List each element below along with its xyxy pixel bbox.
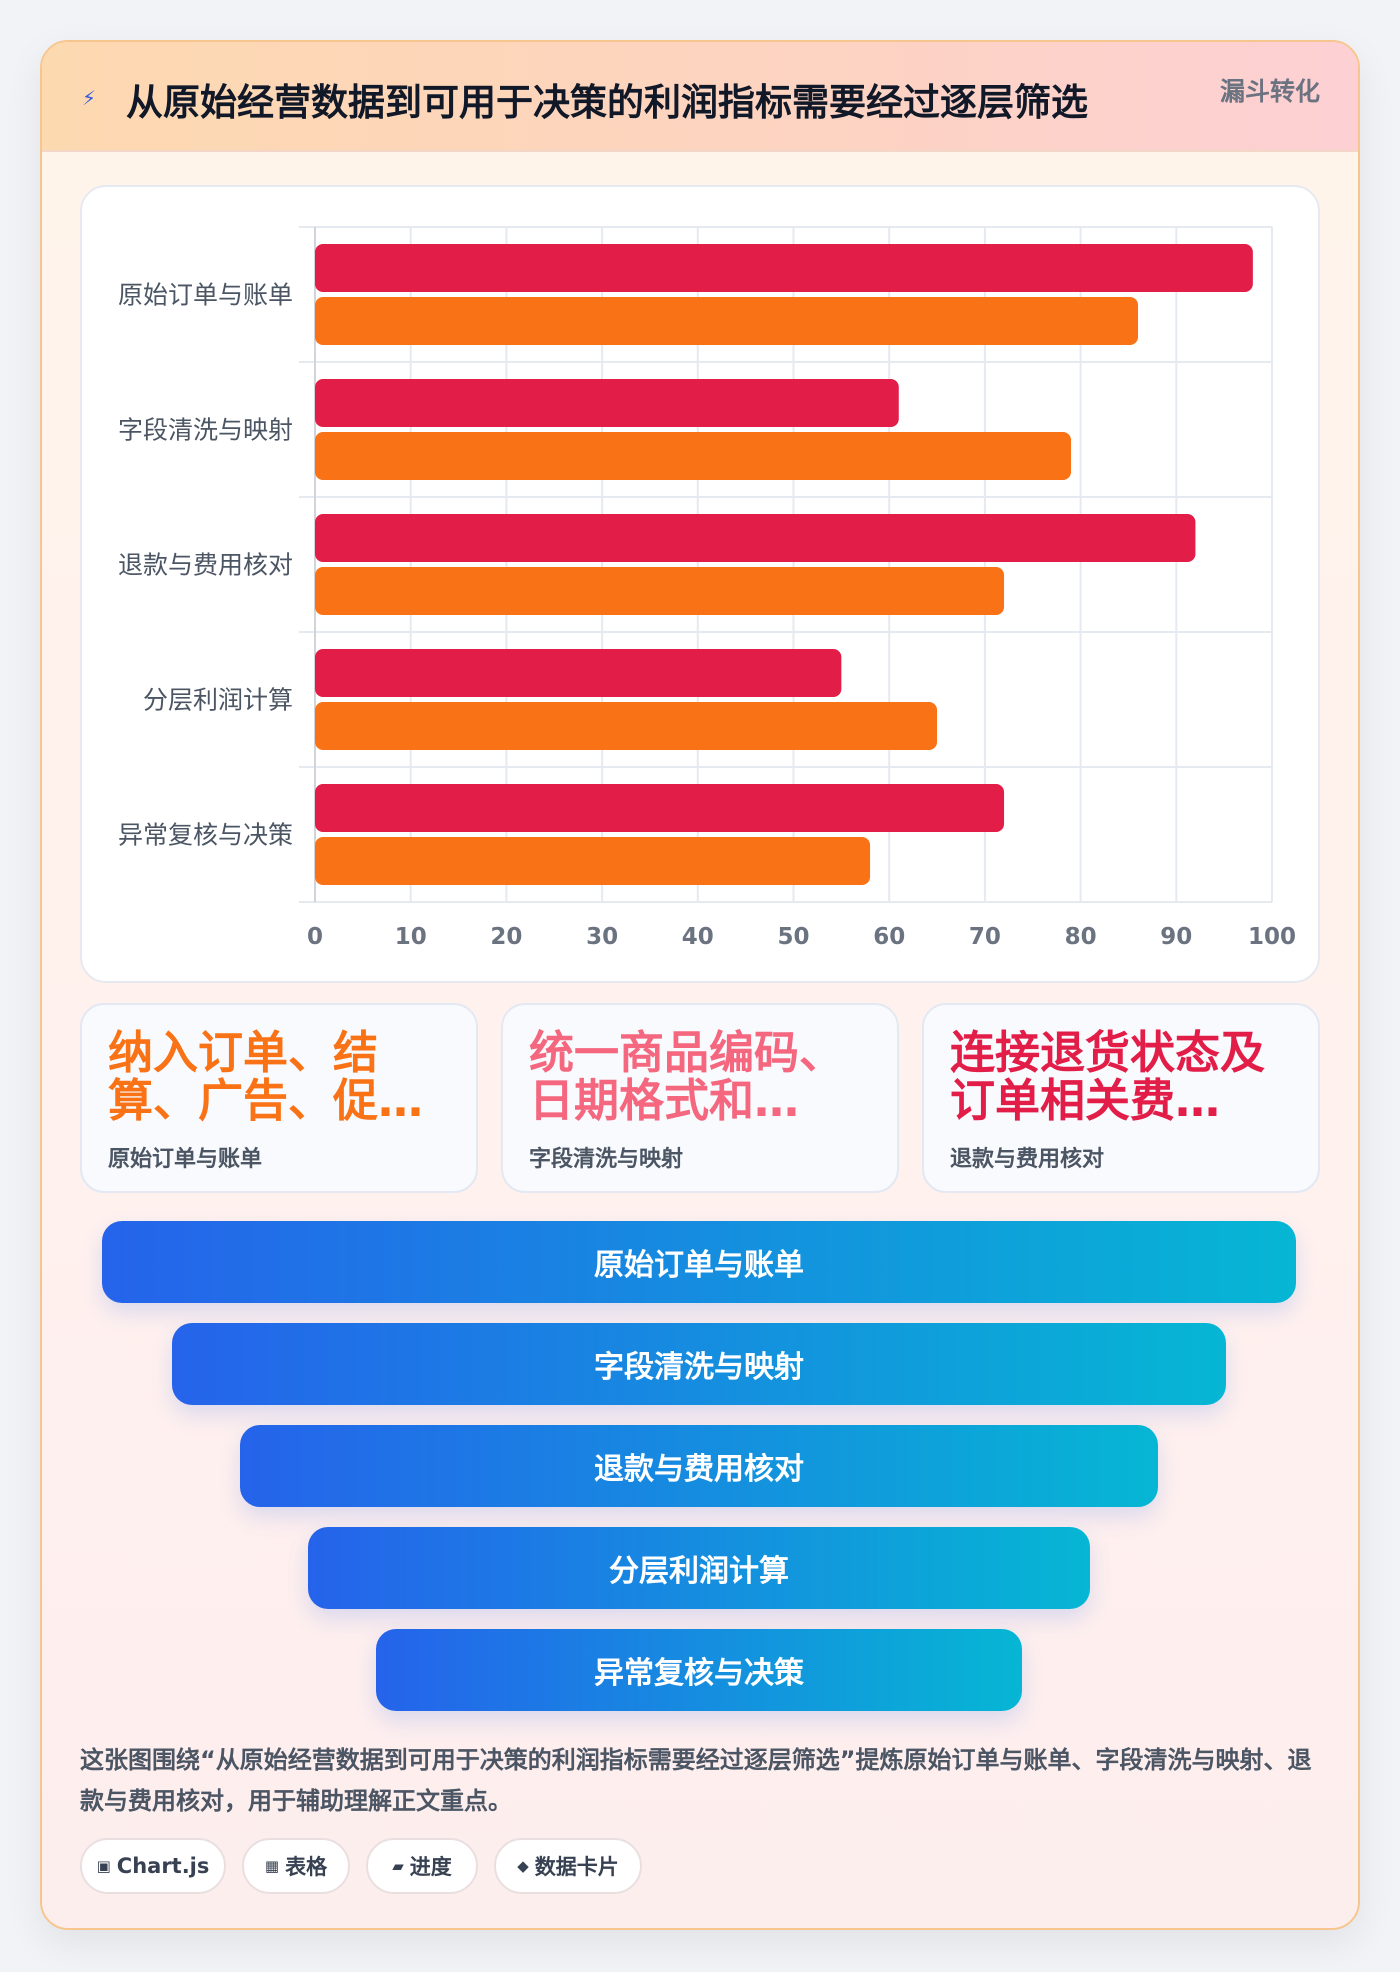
funnel-step-4: 分层利润计算 <box>308 1527 1090 1609</box>
y-tick-label: 原始订单与账单 <box>118 281 293 310</box>
funnel-step-3: 退款与费用核对 <box>240 1425 1158 1507</box>
y-tick-label: 异常复核与决策 <box>118 821 293 850</box>
funnel-step-5: 异常复核与决策 <box>376 1629 1022 1711</box>
progress-icon: ▰ <box>392 1857 404 1875</box>
x-tick-label: 20 <box>490 924 522 950</box>
x-tick-label: 100 <box>1248 924 1296 950</box>
category-tag: 漏斗转化 <box>1219 77 1320 106</box>
metric-card-3: 连接退货状态及订单相关费… 退款与费用核对 <box>922 1003 1320 1193</box>
table-icon: ▦ <box>264 1857 280 1875</box>
funnel-step-1: 原始订单与账单 <box>102 1221 1296 1303</box>
metric-label-1: 原始订单与账单 <box>108 1147 263 1172</box>
bar-series1 <box>315 244 1253 292</box>
x-tick-label: 10 <box>395 924 427 950</box>
x-tick-label: 80 <box>1065 924 1097 950</box>
bar-series1 <box>315 379 899 427</box>
chip-label: 进度 <box>409 1855 452 1879</box>
bar-series2 <box>315 432 1072 480</box>
bar-series1 <box>315 784 1005 832</box>
bar-series1 <box>315 514 1196 562</box>
bar-series2 <box>315 837 871 885</box>
metric-value-1: 纳入订单、结算、广告、促… <box>108 1029 424 1125</box>
bar-series2 <box>315 567 1005 615</box>
lightning-icon: ⚡ <box>82 86 97 110</box>
metric-card-1: 纳入订单、结算、广告、促… 原始订单与账单 <box>80 1003 478 1193</box>
metric-label-2: 字段清洗与映射 <box>529 1147 684 1172</box>
metric-value-2: 统一商品编码、日期格式和… <box>529 1029 845 1125</box>
page-title: 从原始经营数据到可用于决策的利润指标需要经过逐层筛选 <box>126 81 1088 124</box>
chart-panel: 0 10 20 30 40 50 60 70 80 90 100 原始订单与账单 字段清洗与映射 退款与费… <box>80 185 1320 983</box>
chart-icon: ▣ <box>96 1857 111 1875</box>
x-tick-label: 0 <box>307 924 323 950</box>
bar-series1 <box>315 649 842 697</box>
chip-chartjs[interactable]: ▣ Chart.js <box>80 1838 226 1894</box>
chip-label: Chart.js <box>116 1854 210 1878</box>
chip-label: 表格 <box>285 1855 328 1879</box>
x-tick-label: 60 <box>873 924 905 950</box>
header-bar: ⚡ 从原始经营数据到可用于决策的利润指标需要经过逐层筛选 漏斗转化 <box>42 42 1358 152</box>
x-tick-label: 90 <box>1160 924 1192 950</box>
y-tick-label: 分层利润计算 <box>143 686 293 715</box>
diamond-icon: ◆ <box>517 1857 529 1875</box>
y-tick-label: 字段清洗与映射 <box>118 416 293 445</box>
bar-series2 <box>315 297 1139 345</box>
x-tick-label: 50 <box>777 924 809 950</box>
bar-chart: 0 10 20 30 40 50 60 70 80 90 100 原始订单与账单字段清洗与映射退款与费… <box>118 226 1296 950</box>
chip-label: 数据卡片 <box>534 1855 619 1879</box>
x-tick-label: 30 <box>586 924 618 950</box>
x-tick-label: 70 <box>969 924 1001 950</box>
y-tick-label: 退款与费用核对 <box>118 551 293 580</box>
metric-label-3: 退款与费用核对 <box>950 1147 1105 1172</box>
chip-table[interactable]: ▦ 表格 <box>242 1838 350 1894</box>
main-card: ⚡ 从原始经营数据到可用于决策的利润指标需要经过逐层筛选 漏斗转化 0 10 20 3… <box>40 40 1360 1930</box>
funnel-step-2: 字段清洗与映射 <box>172 1323 1226 1405</box>
bar-series2 <box>315 702 938 750</box>
chip-data-card[interactable]: ◆ 数据卡片 <box>494 1838 642 1894</box>
metric-card-2: 统一商品编码、日期格式和… 字段清洗与映射 <box>501 1003 899 1193</box>
chip-progress[interactable]: ▰ 进度 <box>366 1838 478 1894</box>
x-tick-label: 40 <box>682 924 714 950</box>
caption-text: 这张图围绕“从原始经营数据到可用于决策的利润指标需要经过逐层筛选”提炼原始订单与… <box>80 1746 1312 1815</box>
metric-value-3: 连接退货状态及订单相关费… <box>950 1029 1266 1125</box>
